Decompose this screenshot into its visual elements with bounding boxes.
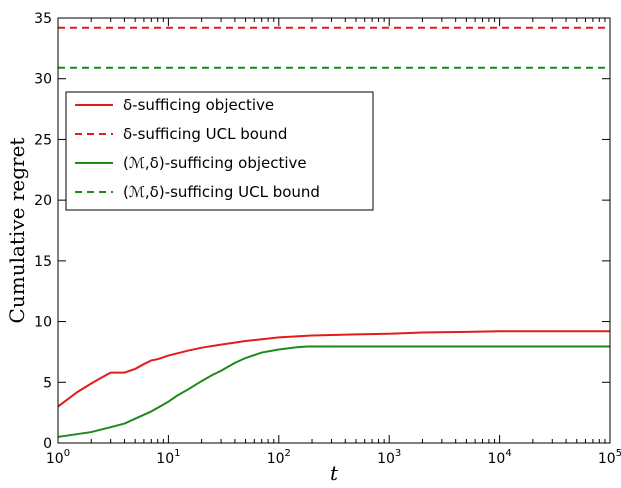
- plot-frame: [57, 17, 611, 444]
- series-line-1: [57, 330, 610, 408]
- y-axis: 0 5 10 15 20 25 30 35: [34, 11, 610, 452]
- legend-entry-3: (ℳ,δ)-sufficing objective: [123, 154, 307, 172]
- y-tick-label: 25: [34, 132, 52, 148]
- series-line-3: [57, 345, 610, 438]
- x-axis: 100 101 102 103 104 105: [46, 18, 621, 467]
- y-tick-label: 35: [34, 11, 52, 27]
- y-tick-label: 30: [34, 72, 52, 88]
- y-axis-label: Cumulative regret: [5, 138, 29, 324]
- y-tick-label: 10: [34, 315, 52, 331]
- y-tick-label: 5: [43, 375, 52, 391]
- x-tick-label: 103: [377, 448, 401, 467]
- x-tick-label: 104: [487, 448, 511, 467]
- plot-lines: [57, 26, 610, 438]
- y-tick-label: 20: [34, 193, 52, 209]
- y-tick-label: 0: [43, 436, 52, 452]
- x-tick-label: 100: [46, 448, 70, 467]
- legend-entry-4: (ℳ,δ)-sufficing UCL bound: [123, 183, 320, 201]
- legend-entry-2: δ-sufficing UCL bound: [123, 125, 287, 143]
- x-tick-label: 105: [598, 448, 621, 467]
- x-axis-label: t: [330, 461, 339, 485]
- x-tick-label: 101: [156, 448, 180, 467]
- legend-entry-1: δ-sufficing objective: [123, 96, 274, 114]
- y-tick-label: 15: [34, 254, 52, 270]
- legend: δ-sufficing objective δ-sufficing UCL bou…: [65, 91, 374, 211]
- x-tick-label: 102: [267, 448, 291, 467]
- legend-box: [65, 91, 374, 211]
